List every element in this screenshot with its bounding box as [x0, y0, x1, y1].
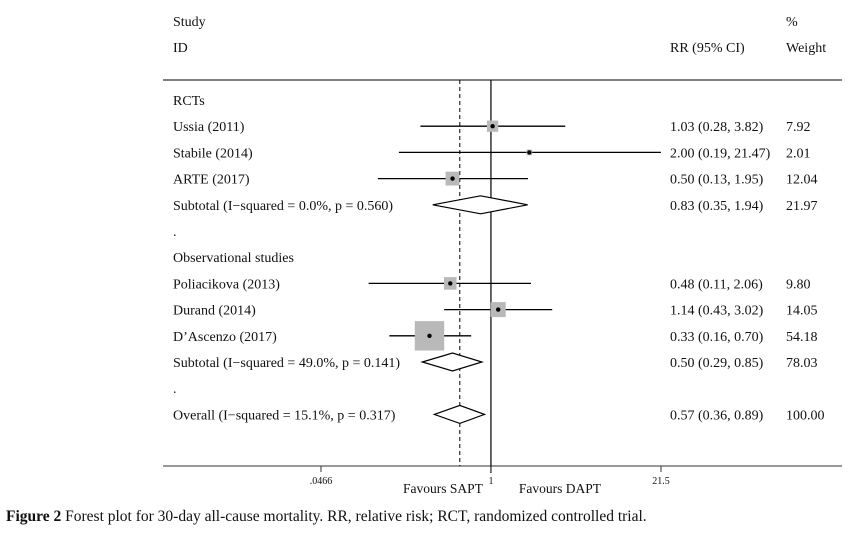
caption-text: Forest plot for 30-day all-cause mortali…: [61, 508, 647, 525]
row-label: Overall (I−squared = 15.1%, p = 0.317): [173, 408, 396, 423]
forest-row-study: Durand (2014) 1.14 (0.43, 3.02) 14.05: [173, 302, 818, 319]
point-estimate: [527, 150, 532, 155]
x-tick-label: 1: [488, 476, 493, 487]
row-label: D’Ascenzo (2017): [173, 330, 277, 345]
study-header-line1: Study: [173, 15, 206, 30]
weight-value: 9.80: [786, 277, 811, 292]
forest-row-group: Observational studies: [173, 251, 294, 266]
row-label: Subtotal (I−squared = 49.0%, p = 0.141): [173, 356, 400, 371]
forest-row-dot: .: [173, 225, 177, 240]
weight-value: 12.04: [786, 173, 818, 188]
ci-value: 0.50 (0.13, 1.95): [670, 173, 764, 188]
favours-left-label: Favours SAPT: [403, 481, 484, 496]
point-estimate: [427, 333, 432, 338]
forest-row-study: D’Ascenzo (2017) 0.33 (0.16, 0.70) 54.18: [173, 321, 818, 351]
pooled-diamond: [432, 404, 487, 425]
x-tick-label: 21.5: [652, 476, 670, 487]
rr-header: RR (95% CI): [670, 41, 745, 56]
point-estimate: [496, 307, 501, 312]
weight-value: 54.18: [786, 330, 818, 345]
figure-caption: Figure 2 Forest plot for 30-day all-caus…: [6, 508, 647, 526]
x-tick-label: .0466: [310, 476, 333, 487]
forest-row-study: ARTE (2017) 0.50 (0.13, 1.95) 12.04: [173, 171, 818, 188]
row-label: RCTs: [173, 94, 205, 109]
pooled-diamond: [420, 352, 484, 372]
ci-value: 0.50 (0.29, 0.85): [670, 356, 764, 371]
forest-row-group: RCTs: [173, 94, 205, 109]
ci-value: 0.83 (0.35, 1.94): [670, 199, 764, 214]
weight-value: 78.03: [786, 356, 818, 371]
forest-plot: Study ID RR (95% CI) % Weight RCTs Ussia …: [163, 15, 842, 496]
caption-label: Figure 2: [6, 508, 62, 525]
row-label: Durand (2014): [173, 304, 256, 319]
row-label: .: [173, 382, 177, 397]
forest-row-study: Ussia (2011) 1.03 (0.28, 3.82) 7.92: [173, 120, 811, 135]
study-header-line2: ID: [173, 41, 188, 56]
weight-value: 2.01: [786, 146, 811, 161]
ci-value: 0.57 (0.36, 0.89): [670, 408, 764, 423]
weight-value: 100.00: [786, 408, 825, 423]
forest-row-dot: .: [173, 382, 177, 397]
row-label: Stabile (2014): [173, 146, 253, 161]
weight-header-line2: Weight: [786, 41, 826, 56]
weight-header-line1: %: [786, 15, 798, 30]
point-estimate: [448, 281, 453, 286]
weight-value: 21.97: [786, 199, 818, 214]
forest-row-subtotal: Subtotal (I−squared = 0.0%, p = 0.560) 0.…: [173, 195, 818, 215]
row-label: Ussia (2011): [173, 120, 245, 135]
forest-row-study: Stabile (2014) 2.00 (0.19, 21.47) 2.01: [173, 146, 811, 161]
point-estimate: [450, 176, 455, 181]
forest-row-subtotal: Overall (I−squared = 15.1%, p = 0.317) 0.…: [173, 404, 825, 425]
row-label: Poliacikova (2013): [173, 277, 280, 292]
table-header: Study ID RR (95% CI) % Weight: [173, 15, 826, 56]
ci-value: 1.03 (0.28, 3.82): [670, 120, 764, 135]
weight-value: 14.05: [786, 304, 818, 319]
ci-value: 2.00 (0.19, 21.47): [670, 146, 771, 161]
point-estimate: [490, 124, 495, 129]
row-label: Subtotal (I−squared = 0.0%, p = 0.560): [173, 199, 393, 214]
forest-row-study: Poliacikova (2013) 0.48 (0.11, 2.06) 9.80: [173, 277, 811, 292]
ci-value: 0.33 (0.16, 0.70): [670, 330, 764, 345]
ci-value: 0.48 (0.11, 2.06): [670, 277, 763, 292]
weight-value: 7.92: [786, 120, 811, 135]
row-label: .: [173, 225, 177, 240]
pooled-diamond: [432, 195, 528, 215]
row-label: Observational studies: [173, 251, 294, 266]
favours-right-label: Favours DAPT: [519, 481, 602, 496]
forest-row-subtotal: Subtotal (I−squared = 49.0%, p = 0.141) 0…: [173, 352, 818, 372]
row-label: ARTE (2017): [173, 173, 250, 188]
ci-value: 1.14 (0.43, 3.02): [670, 304, 764, 319]
